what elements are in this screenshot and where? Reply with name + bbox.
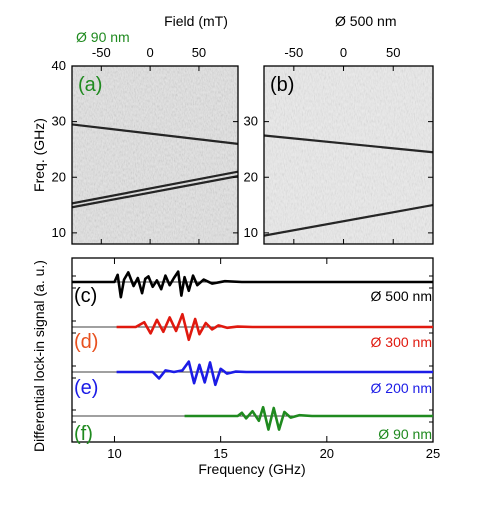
size-label-b: Ø 500 nm bbox=[335, 13, 396, 29]
spectra-frame bbox=[71, 257, 434, 443]
mode-line-b-2 bbox=[264, 134, 433, 154]
panel-label-f: (f) bbox=[74, 423, 93, 445]
heatmap-a-frame bbox=[71, 65, 239, 245]
series-line-c bbox=[72, 270, 433, 299]
series-line-d bbox=[116, 312, 433, 342]
mode-line-b-1 bbox=[264, 203, 433, 237]
spectra-traces bbox=[72, 270, 433, 431]
freq-tick-label-3: 25 bbox=[426, 446, 440, 461]
series-line-f bbox=[184, 405, 433, 431]
panel-label-a: (a) bbox=[78, 74, 102, 96]
heatmap-a-noise bbox=[72, 66, 238, 244]
freq-tick-label-0: 10 bbox=[107, 446, 121, 461]
x-tick-label-b-0: -50 bbox=[284, 45, 303, 60]
heatmap-b-frame bbox=[263, 65, 434, 245]
y-tick-label-b-1: 20 bbox=[244, 169, 258, 184]
mode-line-a-2 bbox=[72, 170, 238, 205]
series-name-d: Ø 300 nm bbox=[371, 334, 432, 350]
x-tick-label-b-2: 50 bbox=[386, 45, 400, 60]
heatmap-panel-a: -50 0 50 10 20 30 40 (a) Ø 90 nm bbox=[52, 29, 239, 245]
y-tick-label-b-2: 30 bbox=[244, 114, 258, 129]
mode-line-a-1 bbox=[72, 175, 238, 209]
heatmap-b-noise bbox=[264, 66, 433, 244]
spectra-ticks: 10 15 20 25 bbox=[72, 258, 440, 461]
panel-label-c: (c) bbox=[74, 285, 97, 307]
signal-axis-label: Differential lock-in signal (a. u.) bbox=[31, 260, 47, 452]
heatmap-a-modes bbox=[72, 123, 238, 209]
freq-axis-label: Freq. (GHz) bbox=[31, 118, 47, 192]
x-tick-label-a-2: 50 bbox=[192, 45, 206, 60]
mode-line-a-3 bbox=[72, 123, 238, 145]
freq-tick-label-2: 20 bbox=[320, 446, 334, 461]
heatmap-b-modes bbox=[264, 134, 433, 237]
y-tick-label-b-0: 10 bbox=[244, 225, 258, 240]
spectra-panel: 10 15 20 25 (c) (d) (e) (f) Ø 500 nm Ø 300 … bbox=[71, 257, 440, 461]
y-tick-label-a-0: 10 bbox=[52, 225, 66, 240]
freq-tick-label-1: 15 bbox=[213, 446, 227, 461]
y-tick-label-a-2: 30 bbox=[52, 114, 66, 129]
x-tick-label-b-1: 0 bbox=[340, 45, 347, 60]
y-tick-label-a-1: 20 bbox=[52, 169, 66, 184]
x-tick-label-a-0: -50 bbox=[92, 45, 111, 60]
series-name-c: Ø 500 nm bbox=[371, 288, 432, 304]
panel-label-d: (d) bbox=[74, 331, 98, 353]
heatmap-a-ticks: -50 0 50 10 20 30 40 bbox=[52, 45, 238, 244]
size-label-a: Ø 90 nm bbox=[76, 29, 130, 45]
frequency-axis-label: Frequency (GHz) bbox=[198, 461, 305, 477]
x-tick-label-a-1: 0 bbox=[147, 45, 154, 60]
panel-label-b: (b) bbox=[270, 74, 294, 96]
heatmap-b-ticks: -50 0 50 10 20 30 bbox=[244, 45, 433, 244]
series-name-e: Ø 200 nm bbox=[371, 380, 432, 396]
series-line-e bbox=[116, 360, 433, 387]
panel-label-e: (e) bbox=[74, 377, 98, 399]
heatmap-panel-b: -50 0 50 10 20 30 (b) Ø 500 nm bbox=[244, 13, 434, 245]
y-tick-label-a-3: 40 bbox=[52, 58, 66, 73]
series-name-f: Ø 90 nm bbox=[378, 426, 432, 442]
field-axis-label: Field (mT) bbox=[164, 13, 228, 29]
